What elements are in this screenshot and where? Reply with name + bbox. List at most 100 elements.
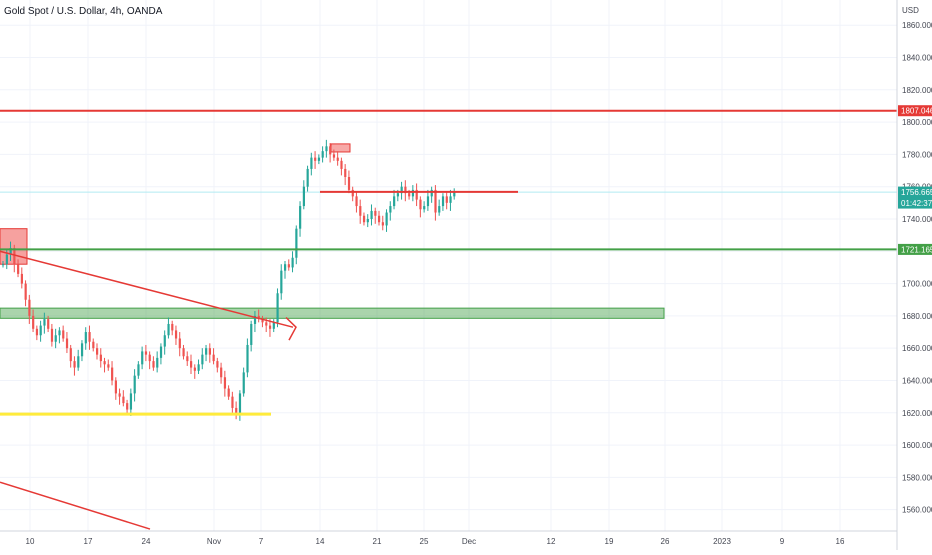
candle-body <box>133 375 136 394</box>
x-tick-label: 7 <box>259 537 264 546</box>
candle-body <box>408 193 411 197</box>
candle-body <box>227 388 230 397</box>
green-zone <box>0 307 665 319</box>
candle-body <box>62 330 65 339</box>
candle-body <box>378 215 381 223</box>
candle-body <box>216 361 219 368</box>
candle-body <box>137 364 140 376</box>
candle-body <box>122 396 125 404</box>
x-tick-label: Dec <box>462 537 476 546</box>
candle-body <box>17 264 20 274</box>
candle-body <box>235 407 238 413</box>
candle-body <box>389 206 392 213</box>
candle-body <box>193 367 196 371</box>
x-tick-label: 24 <box>142 537 151 546</box>
x-tick-label: 26 <box>661 537 670 546</box>
candle-body <box>114 380 117 394</box>
candle-body <box>190 361 193 368</box>
x-tick-label: Nov <box>207 537 221 546</box>
candle-body <box>13 248 16 265</box>
candle-body <box>396 193 399 197</box>
drawings-front <box>0 109 897 530</box>
candle-body <box>359 206 362 216</box>
x-tick-label: 25 <box>420 537 429 546</box>
candle-body <box>47 319 50 329</box>
candle-body <box>96 348 99 355</box>
candle-body <box>321 151 324 158</box>
price-tag <box>898 186 932 209</box>
price-tag-countdown: 01:42:37 <box>901 199 932 208</box>
candle-body <box>438 206 441 213</box>
price-tag <box>898 105 932 117</box>
y-tick-label: 1800.000 <box>902 118 932 127</box>
candle-body <box>178 338 181 349</box>
candle-body <box>441 196 445 207</box>
candle-body <box>306 168 309 187</box>
price-tag-label: 1721.165 <box>901 245 932 254</box>
candle-body <box>220 367 223 378</box>
candle-body <box>65 338 69 349</box>
candle-body <box>5 254 8 265</box>
candle-body <box>366 218 369 223</box>
price-axis[interactable]: 1560.000 1580.000 1600.000 1620.000 1640.000… <box>896 0 932 550</box>
candle-body <box>126 403 129 410</box>
candle-body <box>434 189 437 213</box>
candle-body <box>212 354 215 362</box>
x-tick-label: 12 <box>547 537 556 546</box>
candle-body <box>381 222 384 226</box>
candle-body <box>295 228 298 258</box>
candle-body <box>344 168 347 177</box>
lower-trend-line <box>0 481 151 530</box>
candle-body <box>99 354 102 362</box>
candle-body <box>246 344 249 373</box>
candle-body <box>400 186 403 194</box>
candle-body <box>156 357 159 368</box>
candle-body <box>355 196 358 207</box>
candle-body <box>265 322 268 326</box>
y-tick-label: 1740.000 <box>902 215 932 224</box>
candle-body <box>430 189 433 197</box>
candle-body <box>253 315 257 324</box>
y-tick-label: 1560.000 <box>902 506 932 515</box>
candle-body <box>208 348 211 355</box>
candle-body <box>250 323 253 345</box>
time-axis[interactable]: 10 17 24 Nov 7 14 21 25 Dec 12 19 26 2023 9 16 <box>0 530 897 546</box>
candle-body <box>231 396 234 408</box>
x-tick-label: 2023 <box>713 537 731 546</box>
candle-body <box>88 332 91 342</box>
candle-body <box>310 157 313 169</box>
candle-body <box>419 199 422 210</box>
candle-body <box>141 351 144 365</box>
candle-body <box>257 315 260 320</box>
candle-body <box>362 215 366 223</box>
x-tick-label: 21 <box>373 537 382 546</box>
candle-body <box>268 325 272 329</box>
candle-body <box>152 361 155 368</box>
grid <box>0 0 897 531</box>
candle-body <box>35 328 39 336</box>
y-tick-label: 1840.000 <box>902 53 932 62</box>
candle-body <box>299 206 302 229</box>
candle-body <box>201 354 204 365</box>
candle-body <box>205 348 208 355</box>
candle-body <box>284 264 287 271</box>
candle-body <box>20 273 23 284</box>
candle-body <box>276 293 279 323</box>
candle-body <box>197 364 200 371</box>
trend-arrow-line <box>0 250 294 328</box>
candle-body <box>415 189 418 200</box>
candle-body <box>186 356 189 362</box>
candle-body <box>144 351 148 355</box>
candle-body <box>9 248 12 255</box>
candle-body <box>332 154 336 158</box>
candle-body <box>340 160 343 169</box>
drawings-back <box>0 143 897 319</box>
candle-body <box>2 264 5 266</box>
candle-body <box>167 323 170 336</box>
candle-body <box>111 367 114 381</box>
candle-body <box>302 186 305 207</box>
trend-arrow-head <box>285 316 297 341</box>
candle-body <box>291 257 294 268</box>
